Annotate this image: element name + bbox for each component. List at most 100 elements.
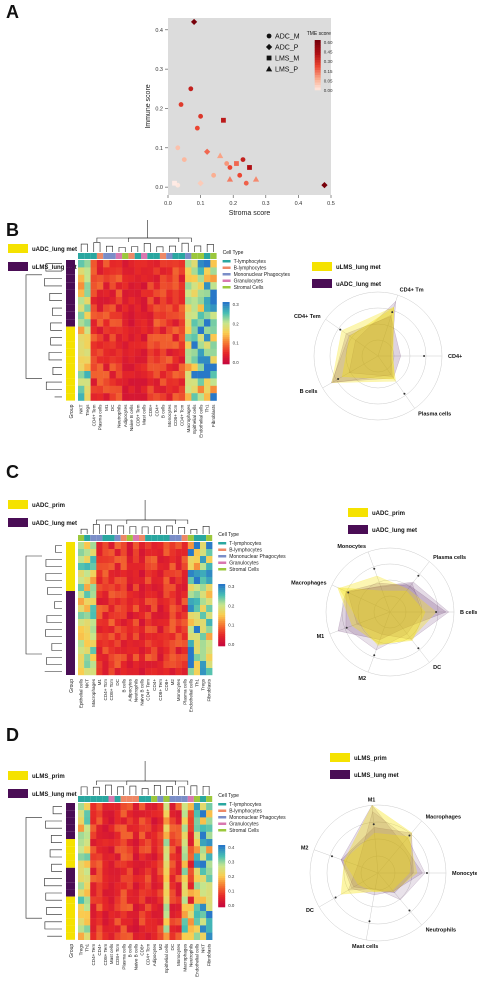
heatmap-cell	[96, 356, 104, 364]
heatmap-cell	[206, 584, 213, 592]
heat-colorbar-cell	[222, 326, 230, 330]
heatmap-cell	[193, 803, 201, 811]
heatmap-cell	[200, 867, 207, 876]
colorbar-cell	[314, 77, 321, 81]
heatmap-cell	[96, 334, 104, 342]
heatmap-cell	[145, 903, 152, 912]
heatmap-cell	[200, 875, 207, 883]
heatmap-cell	[191, 289, 198, 298]
heatmap-cell	[120, 925, 127, 933]
column-label: Plasma cells	[182, 678, 187, 704]
heatmap-cell	[128, 348, 135, 357]
row-dendrogram-branch	[50, 337, 62, 346]
cell-type-annotation	[128, 253, 135, 259]
heat-colorbar-tick: 0.2	[228, 603, 235, 608]
colorbar-tick: 0.05	[324, 78, 333, 83]
heatmap-cell	[169, 647, 176, 655]
row-dendrogram-branch	[44, 878, 62, 887]
col-dendrogram-branch	[141, 788, 149, 795]
heatmap-cell	[114, 542, 121, 550]
heatmap-cell	[159, 371, 167, 379]
heatmap-cell	[157, 932, 164, 940]
heatmap-cell	[193, 570, 201, 578]
heatmap-cell	[109, 311, 116, 320]
heatmap-cell	[114, 831, 121, 840]
heatmap-cell	[96, 889, 103, 897]
heatmap-cell	[181, 598, 188, 606]
heatmap-cell	[90, 289, 98, 298]
heatmap-cell	[178, 341, 186, 349]
heatmap-cell	[197, 334, 205, 342]
heatmap-cell	[181, 831, 188, 840]
heatmap-cell	[108, 903, 115, 912]
heatmap-cell	[166, 385, 173, 394]
data-point	[243, 180, 249, 186]
heatmap-cell	[157, 810, 164, 818]
heatmap-cell	[78, 882, 85, 890]
heatmap-cell	[191, 297, 198, 305]
heatmap-cell	[181, 654, 188, 662]
heatmap-cell	[141, 297, 148, 305]
data-point	[240, 157, 246, 163]
heatmap-cell	[145, 633, 152, 641]
heatmap-cell	[178, 282, 186, 290]
heatmap-cell	[139, 605, 146, 613]
heatmap-cell	[175, 831, 182, 840]
heatmap-cell	[134, 274, 142, 283]
heatmap-cell	[132, 882, 140, 890]
heatmap-cell	[147, 326, 154, 335]
cell-type-annotation	[78, 796, 85, 802]
heatmap-cell	[126, 640, 134, 648]
col-dendrogram-branch	[118, 247, 126, 252]
heatmap-cell	[108, 925, 115, 933]
legend-marker	[265, 43, 273, 51]
heatmap-cell	[147, 393, 154, 401]
heatmap-cell	[115, 289, 123, 298]
radar-spoke	[325, 319, 379, 357]
heatmap-cell	[126, 605, 134, 613]
cell-type-annotation	[151, 535, 158, 541]
heatmap-cell	[159, 326, 167, 335]
col-dendrogram-branch	[80, 528, 88, 534]
heatmap-cell	[169, 626, 176, 634]
heatmap-cell	[187, 932, 195, 940]
column-label: Fibroblasts	[211, 404, 216, 427]
heatmap-cell	[139, 810, 146, 818]
heatmap-cell	[126, 853, 134, 861]
heatmap-cell	[147, 260, 154, 268]
group-annotation	[66, 260, 75, 268]
heatmap-cell	[139, 563, 146, 571]
heatmap-cell	[193, 810, 201, 818]
cell-type-annotation	[147, 253, 154, 259]
row-dendrogram-branch	[50, 835, 62, 843]
heatmap-cell	[78, 348, 85, 357]
heatmap-cell	[181, 570, 188, 578]
heatmap-cell	[122, 282, 129, 290]
heatmap-cell	[96, 817, 103, 825]
heatmap-cell	[78, 619, 85, 627]
radar-axis-label: CD4+	[448, 354, 462, 360]
heat-colorbar-cell	[218, 641, 226, 645]
radar-axis-label: DC	[306, 908, 314, 914]
heatmap-cell	[193, 932, 201, 940]
heatmap-cell	[90, 274, 98, 283]
heat-colorbar-cell	[222, 308, 230, 311]
heatmap-cell	[96, 896, 103, 904]
heatmap-cell	[191, 311, 198, 320]
heatmap-cell	[145, 810, 152, 818]
heat-colorbar-cell	[218, 610, 226, 614]
y-tick-label: 0.0	[155, 185, 163, 191]
heatmap-cell	[151, 860, 158, 868]
radar-marker	[330, 855, 333, 858]
heatmap-cell	[145, 918, 152, 926]
data-point	[211, 172, 217, 178]
heatmap-cell	[163, 846, 170, 854]
heatmap-cell	[187, 875, 195, 883]
heat-colorbar-cell	[218, 621, 226, 624]
heatmap-cell	[169, 577, 176, 585]
heatmap-cell	[108, 889, 115, 897]
heat-colorbar-tick: 0.1	[233, 341, 240, 346]
heatmap-cell	[197, 304, 205, 312]
heatmap-cell	[187, 911, 195, 919]
radar-spoke	[367, 551, 391, 613]
